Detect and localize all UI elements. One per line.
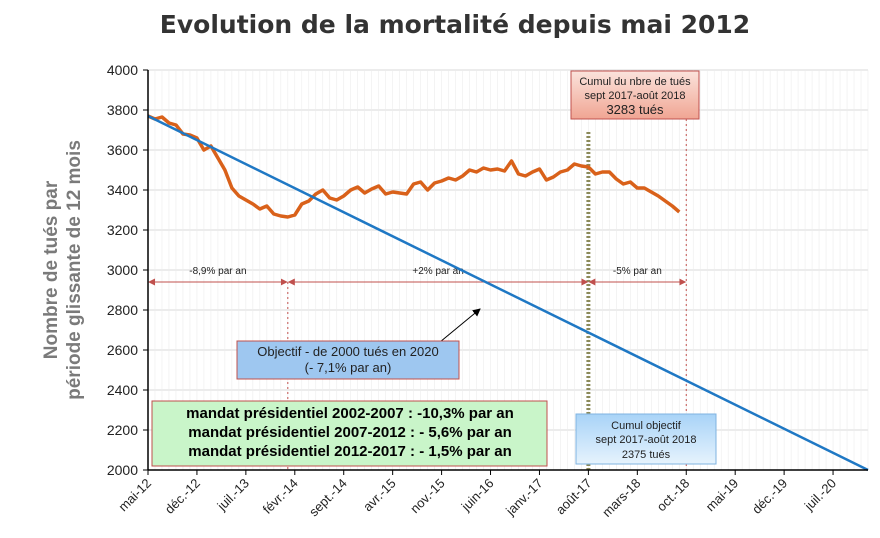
y-tick-label: 4000 bbox=[107, 62, 138, 78]
x-tick-label: déc.-19 bbox=[749, 476, 790, 517]
objectif-box: Objectif - de 2000 tués en 2020 (- 7,1% … bbox=[236, 308, 481, 380]
cumul-tues-box: Cumul du nbre de tués sept 2017-août 201… bbox=[570, 70, 700, 120]
series-lines bbox=[147, 114, 869, 472]
x-tick-label: oct.-18 bbox=[654, 476, 693, 515]
x-tick-label: juil.-13 bbox=[214, 476, 252, 514]
y-axis-label-line1: Nombre de tués par bbox=[41, 180, 62, 359]
objectif-line2: (- 7,1% par an) bbox=[305, 360, 392, 375]
cumul-objectif-line1: Cumul objectif bbox=[611, 420, 682, 432]
x-tick-label: avr.-15 bbox=[360, 476, 399, 515]
objectif-pointer-arrow bbox=[439, 308, 481, 343]
objectif-line1: Objectif - de 2000 tués en 2020 bbox=[257, 344, 438, 359]
y-axis-label-line2: période glissante de 12 mois bbox=[64, 140, 85, 400]
x-tick-label: févr.-14 bbox=[260, 476, 301, 517]
mandat-line3: mandat présidentiel 2012-2017 : - 1,5% p… bbox=[188, 443, 511, 460]
mandat-box: mandat présidentiel 2002-2007 : -10,3% p… bbox=[151, 400, 548, 467]
x-tick-label: mai-12 bbox=[115, 476, 154, 515]
x-tick-label: nov.-15 bbox=[407, 476, 448, 517]
x-tick-label: juin-16 bbox=[458, 476, 497, 515]
period-label: +2% par an bbox=[412, 266, 463, 277]
x-tick-label: mars-18 bbox=[599, 476, 643, 520]
cumul-objectif-box: Cumul objectif sept 2017-août 2018 2375 … bbox=[575, 413, 717, 465]
x-tick-label: sept.-14 bbox=[306, 476, 350, 520]
x-tick-labels: mai-12 déc.-12 juil.-13 févr.-14 sept.-14 avr… bbox=[115, 476, 839, 520]
y-tick-labels: 2000 2200 2400 2600 2800 3000 3200 3400 3600 3800… bbox=[107, 62, 138, 478]
y-tick-label: 3400 bbox=[107, 182, 138, 198]
x-tick-label: déc.-12 bbox=[162, 476, 203, 517]
y-tick-label: 2800 bbox=[107, 302, 138, 318]
y-tick-label: 3600 bbox=[107, 142, 138, 158]
y-tick-label: 2200 bbox=[107, 422, 138, 438]
y-tick-label: 2400 bbox=[107, 382, 138, 398]
mandat-line1: mandat présidentiel 2002-2007 : -10,3% p… bbox=[186, 405, 514, 422]
y-tick-label: 3000 bbox=[107, 262, 138, 278]
y-axis-label: Nombre de tués par période glissante de … bbox=[41, 140, 85, 400]
period-label: -8,9% par an bbox=[189, 266, 246, 277]
period-label: -5% par an bbox=[613, 266, 662, 277]
y-tick-label: 3200 bbox=[107, 222, 138, 238]
cumul-objectif-line3: 2375 tués bbox=[622, 449, 671, 461]
period-arrows: -8,9% par an +2% par an -5% par an bbox=[148, 266, 687, 286]
series-line-actual bbox=[147, 114, 681, 219]
cumul-tues-line1: Cumul du nbre de tués bbox=[579, 76, 691, 88]
x-tick-label: mai-19 bbox=[703, 476, 742, 515]
cumul-tues-line3: 3283 tués bbox=[606, 102, 664, 117]
y-tick-label: 2000 bbox=[107, 462, 138, 478]
y-tick-label: 3800 bbox=[107, 102, 138, 118]
y-tick-label: 2600 bbox=[107, 342, 138, 358]
x-tick-label: août-17 bbox=[553, 476, 595, 518]
mandat-line2: mandat présidentiel 2007-2012 : - 5,6% p… bbox=[188, 424, 511, 441]
cumul-tues-line2: sept 2017-août 2018 bbox=[585, 90, 686, 102]
cumul-objectif-line2: sept 2017-août 2018 bbox=[596, 434, 697, 446]
chart-title: Evolution de la mortalité depuis mai 201… bbox=[160, 10, 750, 39]
x-tick-label: janv.-17 bbox=[502, 476, 545, 519]
x-tick-label: juil.-20 bbox=[801, 476, 839, 514]
series-line-objective bbox=[147, 114, 869, 472]
